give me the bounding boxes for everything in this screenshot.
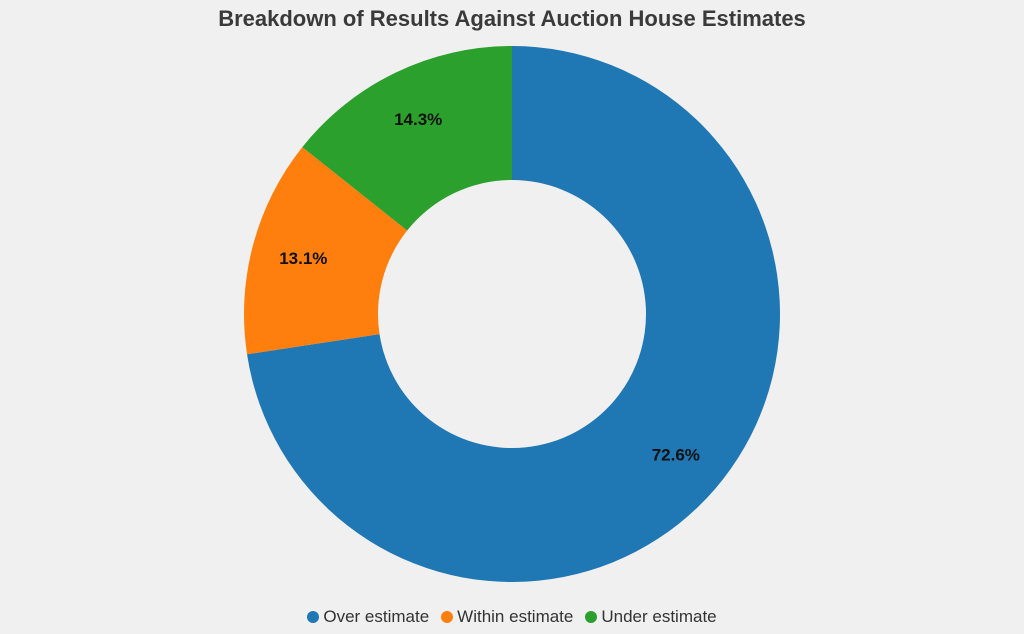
slices-group — [244, 46, 781, 582]
legend-label-under-estimate: Under estimate — [601, 607, 717, 626]
slice-label-within-estimate: 13.1% — [279, 249, 327, 268]
legend-swatch-under-estimate — [585, 611, 598, 623]
slice-within-estimate[interactable] — [244, 147, 408, 355]
slice-label-over-estimate: 72.6% — [652, 445, 700, 464]
legend-swatch-within-estimate — [441, 611, 454, 623]
chart-title: Breakdown of Results Against Auction Hou… — [218, 6, 806, 31]
slice-labels-group: 72.6% 13.1% 14.3% — [279, 110, 700, 464]
slice-over-estimate[interactable] — [247, 46, 781, 582]
slice-label-under-estimate: 14.3% — [394, 110, 442, 129]
legend-label-over-estimate: Over estimate — [323, 607, 430, 626]
legend-item-under-estimate[interactable]: Under estimate — [585, 607, 717, 627]
legend-swatch-over-estimate — [307, 611, 320, 623]
legend: Over estimate Within estimate Under esti… — [0, 604, 1024, 630]
legend-label-within-estimate: Within estimate — [457, 607, 574, 626]
donut-chart: 72.6% 13.1% 14.3% — [244, 46, 781, 582]
legend-item-within-estimate[interactable]: Within estimate — [441, 607, 573, 627]
legend-item-over-estimate[interactable]: Over estimate — [307, 607, 429, 627]
slice-under-estimate[interactable] — [302, 46, 512, 231]
